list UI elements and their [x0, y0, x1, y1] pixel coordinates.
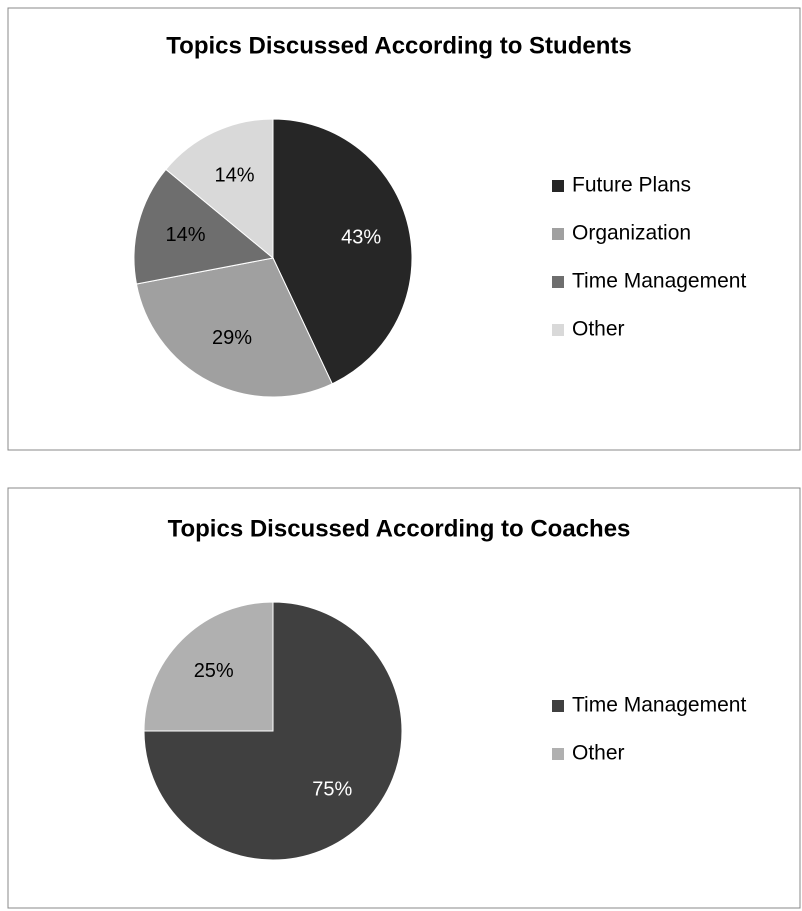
data-label: 43%	[341, 227, 381, 249]
data-label: 29%	[212, 327, 252, 349]
legend-swatch	[552, 748, 564, 760]
legend-label: Time Management	[572, 694, 746, 717]
legend-swatch	[552, 324, 564, 336]
chart-frame	[7, 487, 801, 909]
chart-title: Topics Discussed According to Students	[166, 32, 631, 59]
data-label: 14%	[215, 165, 255, 187]
pie-slice	[272, 118, 413, 385]
legend-swatch	[552, 276, 564, 288]
data-label: 25%	[194, 660, 234, 682]
legend-swatch	[552, 180, 564, 192]
pie-slice	[143, 601, 403, 861]
legend-swatch	[552, 700, 564, 712]
pie-slice	[135, 257, 333, 398]
legend-label: Organization	[572, 222, 691, 245]
pie-slice	[165, 118, 274, 260]
pie-slice	[133, 168, 275, 285]
legend-swatch	[552, 228, 564, 240]
pie-slice	[143, 601, 274, 732]
chart-title: Topics Discussed According to Coaches	[168, 515, 631, 542]
data-label: 75%	[312, 779, 352, 801]
data-label: 14%	[165, 224, 205, 246]
legend-label: Other	[572, 318, 625, 341]
legend-label: Future Plans	[572, 174, 691, 197]
legend-label: Other	[572, 742, 625, 765]
legend-label: Time Management	[572, 270, 746, 293]
